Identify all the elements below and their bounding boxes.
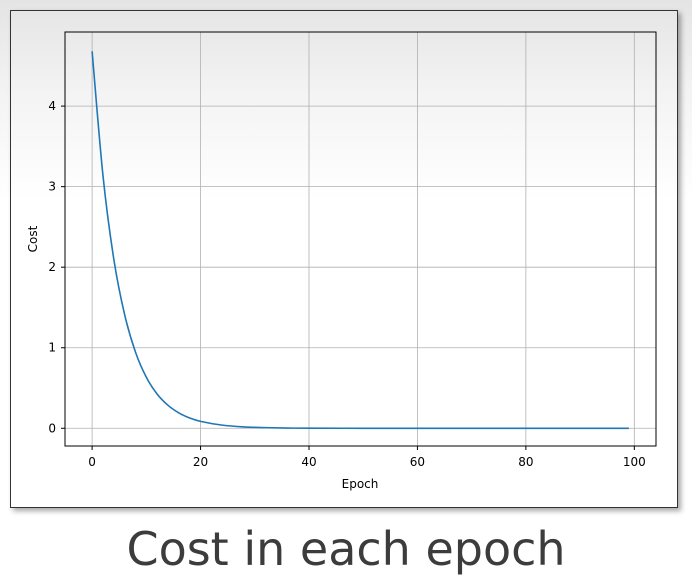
x-axis-label: Epoch [342, 477, 379, 491]
y-tick-label: 2 [48, 260, 56, 274]
x-tick-label: 0 [88, 455, 96, 469]
x-tick-label: 60 [410, 455, 425, 469]
x-tick-label: 100 [623, 455, 646, 469]
y-tick-label: 1 [48, 341, 56, 355]
y-tick-label: 0 [48, 421, 56, 435]
x-tick-label: 40 [301, 455, 316, 469]
x-tick-label: 80 [518, 455, 533, 469]
x-tick-label: 20 [193, 455, 208, 469]
y-axis-label: Cost [26, 225, 40, 252]
y-tick-label: 3 [48, 180, 56, 194]
cost-line [91, 51, 629, 430]
y-tick-label: 4 [48, 99, 56, 113]
chart-frame [10, 10, 678, 508]
slide-title: Cost in each epoch [126, 522, 566, 576]
plot-area-border [64, 31, 657, 447]
